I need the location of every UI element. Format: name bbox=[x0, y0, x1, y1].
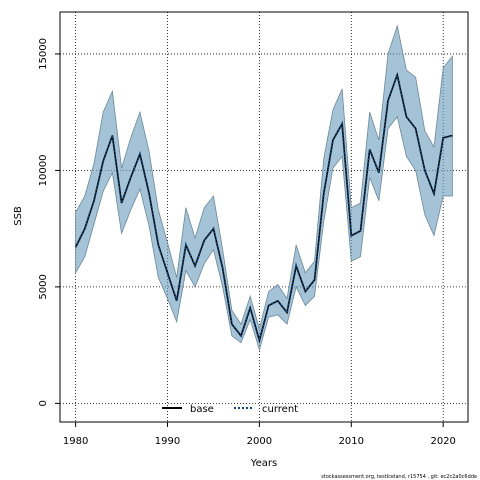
x-tick-label: 2020 bbox=[430, 436, 455, 447]
y-tick-label: 0 bbox=[38, 400, 49, 406]
x-axis-title: Years bbox=[250, 458, 277, 469]
legend: base current bbox=[162, 404, 298, 415]
legend-base-label: base bbox=[190, 404, 214, 415]
plot-frame bbox=[59, 11, 469, 423]
y-tick-label: 10000 bbox=[38, 155, 49, 187]
y-tick-label: 15000 bbox=[38, 38, 49, 70]
x-tick-label: 2010 bbox=[339, 436, 364, 447]
y-tick-label: 5000 bbox=[38, 274, 49, 299]
series-current-line bbox=[74, 71, 453, 345]
legend-current-label: current bbox=[262, 404, 298, 415]
confidence-band bbox=[75, 24, 453, 352]
y-axis: 0 5000 10000 15000 bbox=[38, 38, 60, 407]
x-axis: 1980 1990 2000 2010 2020 bbox=[63, 422, 456, 447]
x-tick-label: 1990 bbox=[155, 436, 180, 447]
x-tick-label: 1980 bbox=[63, 436, 88, 447]
x-tick-label: 2000 bbox=[247, 436, 272, 447]
footer-credit: stockassessment.org, testIceland, r15754… bbox=[321, 474, 477, 480]
y-axis-title: SSB bbox=[13, 206, 24, 226]
